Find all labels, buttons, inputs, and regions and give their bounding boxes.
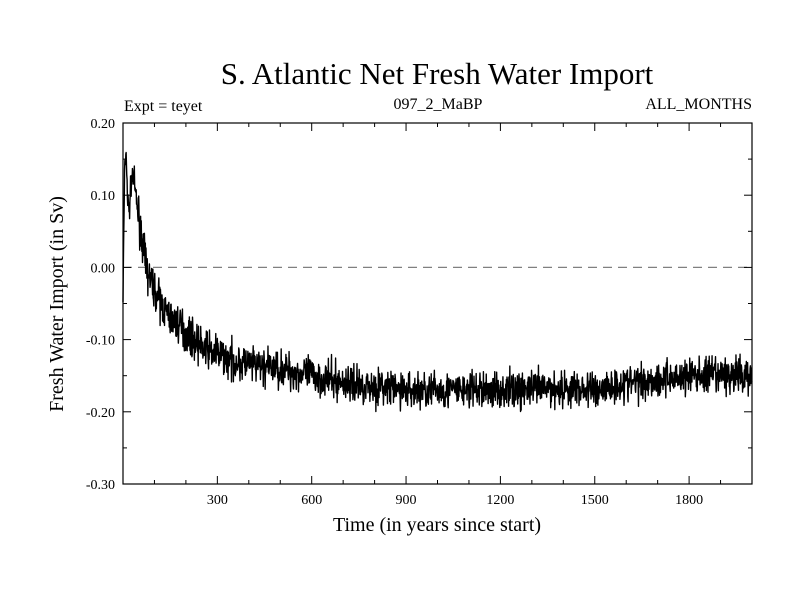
run-label: 097_2_MaBP [394, 96, 483, 113]
chart-title: S. Atlantic Net Fresh Water Import [221, 56, 654, 91]
x-tick-label: 300 [207, 493, 228, 508]
x-tick-label: 1500 [581, 493, 609, 508]
experiment-label: Expt = teyet [124, 98, 203, 115]
y-tick-label: -0.10 [86, 334, 115, 349]
y-axis-label: Fresh Water Import (in Sv) [46, 196, 68, 412]
y-tick-label: -0.30 [86, 478, 115, 493]
plot-frame [122, 122, 753, 485]
x-axis-label: Time (in years since start) [333, 514, 541, 536]
x-tick-label: 1800 [675, 493, 703, 508]
y-tick-label: 0.20 [91, 117, 116, 132]
x-tick-label: 1200 [486, 493, 514, 508]
series-line [122, 151, 753, 413]
y-tick-label: -0.20 [86, 406, 115, 421]
y-tick-label: 0.00 [91, 261, 116, 276]
y-tick-label: 0.10 [91, 189, 116, 204]
x-tick-label: 600 [301, 493, 322, 508]
period-label: ALL_MONTHS [645, 96, 752, 113]
x-tick-label: 900 [396, 493, 417, 508]
